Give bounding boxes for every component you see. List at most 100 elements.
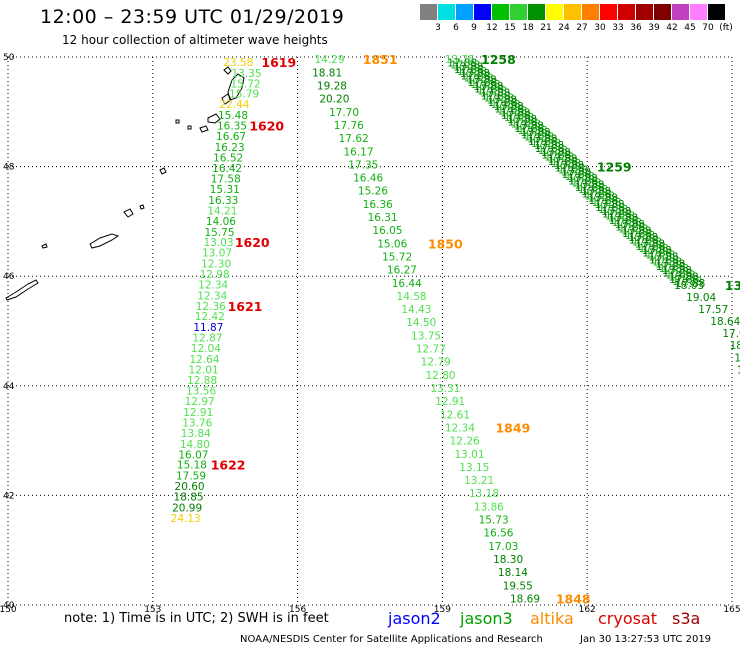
swh-value: 12.34	[198, 279, 228, 291]
scale-swatch	[564, 4, 581, 20]
swh-value: 14.43	[401, 304, 431, 316]
scale-swatch	[690, 4, 707, 20]
dense-track-mark: 17.88	[632, 237, 662, 249]
map-subtitle: 12 hour collection of altimeter wave hei…	[62, 33, 328, 47]
swh-value: 18.14	[498, 567, 528, 579]
map-title: 12:00 – 23:59 UTC 01/29/2019	[40, 6, 345, 28]
scale-swatch	[708, 4, 725, 20]
scale-swatch	[672, 4, 689, 20]
dense-track-mark: 17.88	[675, 278, 705, 290]
dense-track-mark: 17.88	[663, 267, 693, 279]
dense-track-mark: 17.88	[581, 186, 611, 198]
lat-tick-label: 46	[3, 272, 15, 282]
swh-value: 17	[737, 364, 740, 376]
dense-track-mark: 17.88	[555, 162, 585, 174]
lon-tick-label: 150	[0, 605, 17, 615]
swh-value: 12.42	[195, 311, 225, 323]
dense-track-mark: 17.88	[669, 274, 699, 286]
scale-label: 9	[471, 23, 477, 33]
dense-track-mark: 17.88	[622, 228, 652, 240]
dense-track-mark: 17.88	[535, 143, 565, 155]
scale-swatch	[492, 4, 509, 20]
swh-value: 17.59	[176, 471, 206, 483]
satellite-jason2: jason2	[388, 609, 441, 628]
scale-swatch	[546, 4, 563, 20]
pass-time: 1850	[428, 236, 463, 251]
dense-track-mark: 17.88	[669, 271, 699, 283]
pass-time: 1620	[249, 119, 284, 134]
swh-value: 16.35	[217, 121, 247, 133]
scale-swatch	[654, 4, 671, 20]
scale-label: 12	[486, 23, 498, 33]
swh-value: 15.48	[218, 110, 248, 122]
dense-track-mark: 17.88	[629, 235, 659, 247]
swh-value: 13.07	[202, 248, 232, 260]
dense-track-mark: 17.88	[531, 138, 561, 150]
swh-value: 16.36	[363, 199, 393, 211]
lat-tick-label: 40	[3, 601, 15, 611]
swh-value: 23.58	[223, 57, 253, 69]
swh-value: 19.28	[317, 80, 347, 92]
swh-value: 12.04	[191, 343, 221, 355]
swh-value: 16.42	[212, 163, 242, 175]
pass-time: 1849	[495, 420, 530, 435]
dense-track-mark: 17.88	[659, 263, 689, 275]
dense-track-mark: 17.88	[615, 219, 645, 231]
lat-tick-label: 42	[3, 491, 14, 501]
dense-track-mark: 17.88	[488, 97, 518, 109]
swh-value: 12.77	[416, 344, 446, 356]
scale-label: 27	[576, 23, 588, 33]
lon-tick-label: 162	[579, 605, 596, 615]
footer-timestamp: Jan 30 13:27:53 UTC 2019	[580, 634, 712, 645]
scale-label: 36	[630, 23, 642, 33]
swh-value: 13.03	[203, 237, 233, 249]
dense-track-mark: 17.88	[642, 245, 672, 257]
swh-value: 16.46	[353, 173, 383, 185]
swh-value: 18.30	[493, 554, 523, 566]
dense-track-mark: 17.88	[571, 178, 601, 190]
dense-track-mark: 17.88	[615, 221, 645, 233]
dense-track-mark: 17.88	[538, 145, 568, 157]
scale-swatch	[474, 4, 491, 20]
dense-track-mark: 17.88	[655, 258, 685, 270]
dense-track-mark: 17.88	[450, 59, 480, 71]
dense-track-mark: 17.88	[461, 71, 491, 83]
footer-credit: NOAA/NESDIS Center for Satellite Applica…	[240, 634, 543, 645]
dense-track-mark: 17.88	[666, 269, 696, 281]
dense-track-mark: 17.88	[578, 184, 608, 196]
pass-time: 1620	[235, 235, 270, 250]
dense-track-mark: 17.88	[618, 223, 648, 235]
scale-swatch	[582, 4, 599, 20]
dense-track-mark: 17.88	[487, 94, 517, 106]
satellite-s3a: s3a	[672, 609, 701, 628]
swh-value: 14.21	[207, 205, 237, 217]
swh-value: 14.80	[180, 439, 210, 451]
swh-value: 14.58	[397, 291, 427, 303]
swh-value: 20.60	[175, 481, 205, 493]
dense-track-mark: 17.88	[548, 156, 578, 168]
scale-swatch	[510, 4, 527, 20]
swh-value: 16.56	[483, 528, 513, 540]
swh-value: 17.57	[698, 304, 728, 316]
swh-value: 18.81	[312, 67, 342, 79]
dense-track-mark: 17.88	[497, 105, 527, 117]
dense-track-mark: 17.88	[656, 261, 686, 273]
swh-value: 13.84	[181, 428, 211, 440]
dense-track-mark: 17.88	[642, 248, 672, 260]
swh-value: 12.91	[435, 396, 465, 408]
dense-track-mark: 17.88	[464, 73, 494, 85]
dense-track-mark: 17.88	[524, 132, 554, 144]
dense-track-mark: 17.88	[595, 199, 625, 211]
scale-swatch	[600, 4, 617, 20]
dense-track-mark: 17.88	[592, 197, 622, 209]
swh-value: 18.64	[710, 316, 740, 328]
dense-track-mark: 17.88	[467, 75, 497, 87]
dense-track-mark: 17.88	[575, 182, 605, 194]
wave-height-observations: 23.5813.3515.7215.7922.4415.4816.3516.67…	[171, 54, 740, 605]
swh-value: 13.18	[469, 488, 499, 500]
swh-value: 12.97	[185, 396, 215, 408]
dense-track-mark: 17.88	[504, 112, 534, 124]
swh-value: 18.4	[734, 352, 740, 364]
pass-time: 1622	[211, 458, 246, 473]
swh-value: 17.03	[488, 541, 518, 553]
